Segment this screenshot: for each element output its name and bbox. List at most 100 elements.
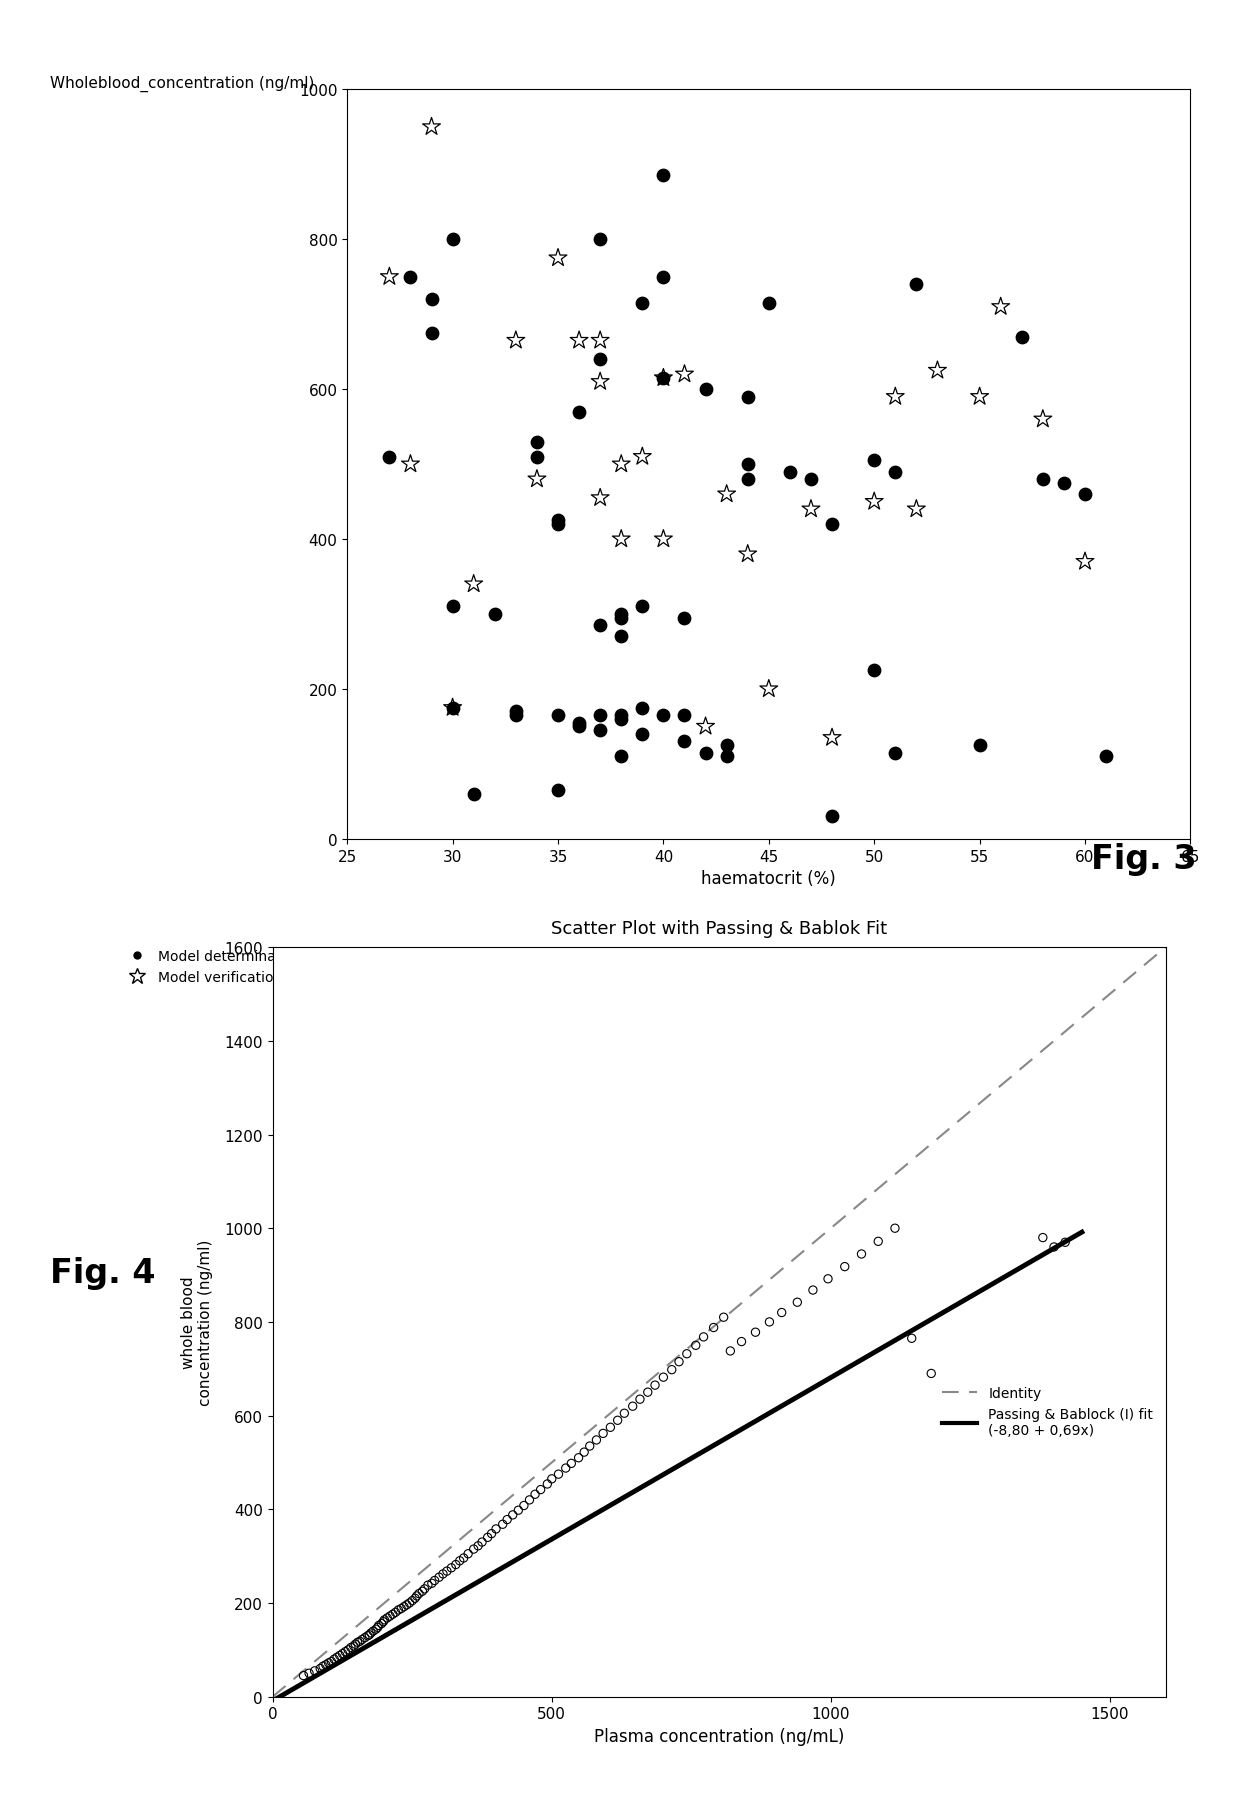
Point bbox=[443, 693, 463, 722]
Point bbox=[906, 271, 926, 300]
Point bbox=[366, 1615, 386, 1644]
Point bbox=[632, 442, 652, 471]
Point bbox=[590, 702, 610, 731]
Point bbox=[696, 713, 715, 742]
Point bbox=[379, 264, 399, 292]
Point bbox=[632, 289, 652, 318]
Point bbox=[409, 1579, 429, 1608]
X-axis label: Plasma concentration (ng/mL): Plasma concentration (ng/mL) bbox=[594, 1727, 844, 1745]
Point bbox=[339, 1635, 358, 1664]
Point bbox=[399, 1588, 419, 1617]
Point bbox=[327, 1643, 347, 1671]
Point bbox=[868, 1227, 888, 1256]
Point bbox=[310, 1653, 330, 1682]
Point bbox=[325, 1644, 345, 1673]
Point bbox=[590, 612, 610, 641]
Point bbox=[368, 1614, 388, 1643]
Point bbox=[580, 1431, 600, 1460]
Text: Fig. 4: Fig. 4 bbox=[50, 1256, 155, 1289]
Point bbox=[611, 702, 631, 731]
Point bbox=[360, 1621, 379, 1650]
Point bbox=[801, 495, 821, 523]
Point bbox=[481, 1520, 501, 1549]
Point bbox=[885, 1215, 905, 1244]
Point bbox=[696, 375, 715, 404]
Point bbox=[492, 1511, 512, 1540]
Y-axis label: whole blood
concentration (ng/ml): whole blood concentration (ng/ml) bbox=[181, 1238, 213, 1406]
Point bbox=[611, 706, 631, 735]
Point bbox=[653, 365, 673, 393]
Point bbox=[450, 1547, 470, 1576]
Point bbox=[1033, 1224, 1053, 1253]
Point bbox=[569, 397, 589, 426]
Point bbox=[590, 484, 610, 513]
Point bbox=[397, 1590, 417, 1619]
Point bbox=[759, 1307, 779, 1336]
Point bbox=[562, 1449, 582, 1478]
Point bbox=[343, 1632, 363, 1661]
Point bbox=[305, 1657, 325, 1686]
Point bbox=[693, 1323, 713, 1352]
Point bbox=[759, 289, 779, 318]
Point bbox=[402, 1587, 422, 1615]
Point bbox=[352, 1624, 372, 1653]
Point bbox=[611, 599, 631, 630]
Point bbox=[429, 1563, 449, 1592]
Point bbox=[373, 1608, 393, 1635]
Point bbox=[374, 1605, 394, 1634]
Point bbox=[787, 1289, 807, 1318]
Point bbox=[542, 1464, 562, 1493]
Point bbox=[363, 1617, 383, 1646]
Point bbox=[771, 1298, 791, 1327]
Point bbox=[1075, 480, 1095, 509]
Point bbox=[662, 1356, 682, 1384]
Point bbox=[835, 1253, 854, 1282]
Point bbox=[675, 361, 694, 390]
Point bbox=[885, 383, 905, 412]
Point bbox=[738, 451, 758, 480]
Point bbox=[379, 442, 399, 471]
Point bbox=[738, 466, 758, 495]
Point bbox=[822, 511, 842, 540]
Point bbox=[611, 451, 631, 480]
Point bbox=[1055, 1227, 1075, 1256]
Point bbox=[614, 1399, 634, 1428]
Point bbox=[1033, 466, 1053, 495]
Point bbox=[608, 1406, 627, 1435]
Point bbox=[928, 357, 947, 386]
Point bbox=[1054, 469, 1074, 498]
Point bbox=[645, 1372, 665, 1401]
Point bbox=[464, 780, 484, 809]
Text: Fig. 3: Fig. 3 bbox=[1091, 843, 1197, 875]
Point bbox=[622, 1392, 642, 1421]
Point bbox=[472, 1527, 492, 1556]
Point bbox=[486, 1514, 506, 1543]
Point bbox=[443, 693, 463, 722]
Point bbox=[745, 1318, 765, 1347]
Point bbox=[341, 1634, 361, 1662]
Point bbox=[497, 1505, 517, 1534]
Point bbox=[316, 1650, 336, 1679]
Point bbox=[630, 1384, 650, 1413]
Point bbox=[653, 162, 673, 191]
Point bbox=[405, 1585, 425, 1614]
Point bbox=[732, 1327, 751, 1356]
Point bbox=[653, 1363, 673, 1392]
Point bbox=[506, 327, 526, 356]
Point bbox=[653, 525, 673, 554]
Point bbox=[611, 742, 631, 771]
Point bbox=[556, 1453, 575, 1482]
Point bbox=[717, 742, 737, 771]
Point bbox=[1012, 323, 1032, 352]
Point bbox=[422, 1569, 441, 1597]
Point bbox=[885, 738, 905, 767]
Point bbox=[436, 1556, 456, 1585]
Point bbox=[991, 292, 1011, 321]
Point bbox=[632, 592, 652, 621]
Point bbox=[569, 709, 589, 738]
Point bbox=[386, 1597, 405, 1626]
Point bbox=[401, 264, 420, 292]
Point bbox=[864, 657, 884, 686]
Point bbox=[801, 466, 821, 495]
Point bbox=[330, 1641, 350, 1670]
